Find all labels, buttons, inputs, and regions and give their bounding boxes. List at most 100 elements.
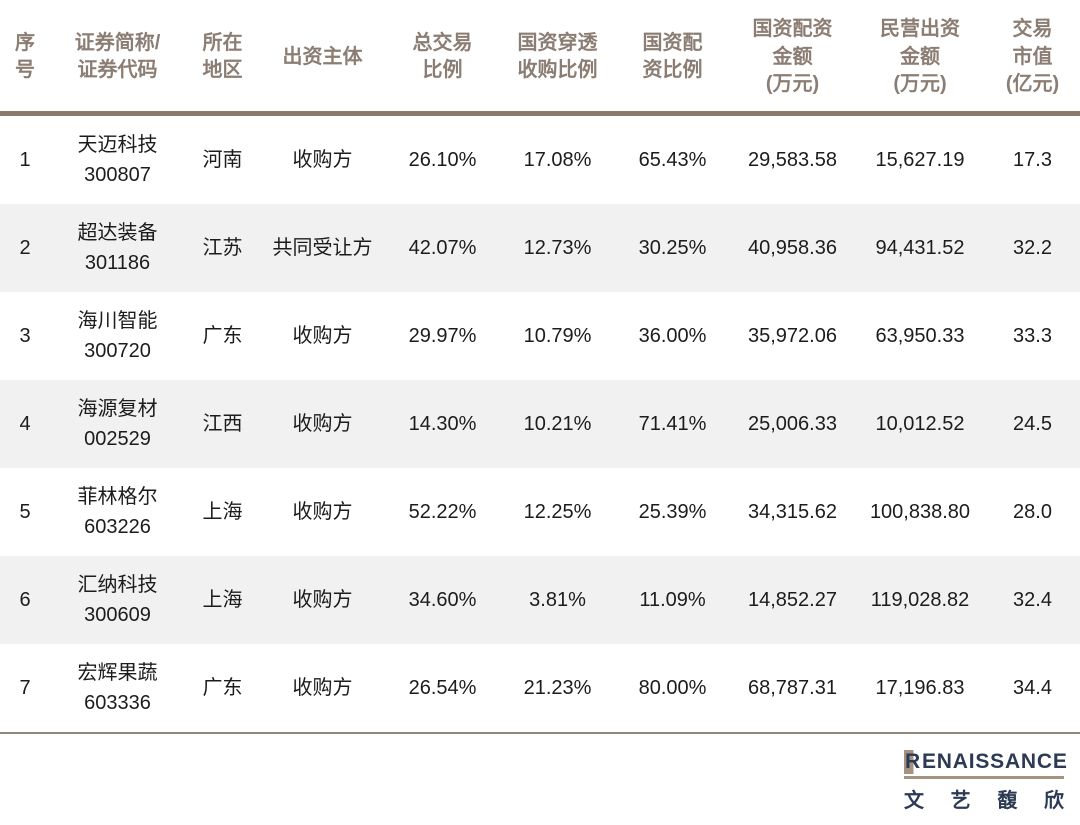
- logo-cn-char: 文: [904, 789, 924, 812]
- cell-allocation-amount: 14,852.27: [748, 588, 837, 611]
- cell-security: 菲林格尔 603226: [50, 468, 185, 556]
- cell-market-value: 24.5: [1013, 412, 1052, 435]
- cell-penetration-ratio: 21.23%: [523, 676, 592, 699]
- security-code: 301186: [84, 251, 151, 274]
- cell-entity: 收购方: [292, 588, 353, 611]
- cell-allocation-ratio: 65.43%: [638, 148, 707, 171]
- cell-seq: 1: [19, 148, 31, 171]
- table-row: 3 海川智能 300720 广东 收购方 29.97% 10.79% 36.00…: [0, 292, 1080, 380]
- cell-allocation-amount: 35,972.06: [748, 324, 837, 347]
- state-capital-deals-table: 序 号 证券简称/ 证券代码 所在 地区 出资主体 总交易 比例 国资穿透 收购…: [0, 0, 1080, 733]
- cell-penetration-ratio: 3.81%: [529, 588, 586, 611]
- cell-allocation-amount: 25,006.33: [748, 412, 837, 435]
- cell-allocation-amount: 40,958.36: [748, 236, 837, 259]
- cell-total-ratio: 26.10%: [408, 148, 477, 171]
- cell-private-amount: 15,627.19: [875, 148, 965, 171]
- cell-total-ratio: 52.22%: [408, 500, 477, 523]
- cell-region: 广东: [202, 676, 243, 699]
- table-header: 序 号 证券简称/ 证券代码 所在 地区 出资主体 总交易 比例 国资穿透 收购…: [0, 0, 1080, 114]
- logo-r-mark: R: [904, 749, 922, 774]
- cell-private-amount: 63,950.33: [875, 324, 965, 347]
- cell-security: 天迈科技 300807: [50, 113, 185, 204]
- logo-underline: [904, 775, 1064, 779]
- cell-entity: 收购方: [292, 676, 353, 699]
- security-name: 菲林格尔: [77, 485, 158, 508]
- cell-market-value: 28.0: [1013, 500, 1052, 523]
- security-name: 超达装备: [77, 221, 158, 244]
- cell-penetration-ratio: 10.21%: [523, 412, 592, 435]
- security-code: 002529: [84, 427, 151, 450]
- cell-allocation-ratio: 80.00%: [638, 676, 707, 699]
- logo-wordmark-rest: ENAISSANCE: [921, 749, 1068, 773]
- cell-market-value: 32.4: [1013, 588, 1052, 611]
- table-row: 2 超达装备 301186 江苏 共同受让方 42.07% 12.73% 30.…: [0, 203, 1080, 292]
- cell-region: 河南: [202, 148, 243, 171]
- cell-allocation-ratio: 11.09%: [639, 588, 706, 611]
- cell-entity: 收购方: [292, 324, 353, 347]
- cell-total-ratio: 42.07%: [408, 236, 477, 259]
- cell-region: 广东: [202, 324, 243, 347]
- cell-security: 海川智能 300720: [50, 292, 185, 380]
- security-code: 603336: [84, 691, 151, 714]
- cell-private-amount: 94,431.52: [875, 236, 965, 259]
- cell-market-value: 33.3: [1013, 324, 1052, 347]
- cell-private-amount: 100,838.80: [869, 500, 971, 523]
- cell-entity: 共同受让方: [272, 236, 373, 259]
- logo-chinese-name: 文 艺 馥 欣: [904, 784, 1064, 813]
- cell-market-value: 17.3: [1013, 148, 1052, 171]
- cell-penetration-ratio: 12.25%: [523, 500, 592, 523]
- security-name: 天迈科技: [77, 133, 158, 156]
- col-header-entity: 出资主体: [282, 45, 363, 68]
- logo-wordmark: RENAISSANCE: [904, 749, 1067, 774]
- table-row: 4 海源复材 002529 江西 收购方 14.30% 10.21% 71.41…: [0, 379, 1080, 468]
- cell-penetration-ratio: 10.79%: [523, 324, 592, 347]
- cell-entity: 收购方: [292, 500, 353, 523]
- cell-allocation-ratio: 36.00%: [638, 324, 707, 347]
- security-code: 300609: [84, 603, 151, 626]
- cell-region: 上海: [202, 500, 243, 523]
- col-header-penetration-ratio: 国资穿透 收购比例: [517, 31, 598, 82]
- cell-entity: 收购方: [292, 148, 353, 171]
- logo-cn-char: 欣: [1043, 789, 1064, 812]
- security-name: 海源复材: [77, 397, 158, 420]
- security-code: 603226: [84, 515, 151, 538]
- cell-total-ratio: 34.60%: [408, 588, 477, 611]
- col-header-region: 所在 地区: [202, 31, 243, 82]
- logo-cn-char: 馥: [997, 789, 1018, 812]
- cell-total-ratio: 29.97%: [408, 324, 477, 347]
- col-header-total-ratio: 总交易 比例: [412, 31, 473, 82]
- cell-region: 江西: [202, 412, 243, 435]
- cell-allocation-amount: 34,315.62: [748, 500, 837, 523]
- cell-total-ratio: 26.54%: [408, 676, 477, 699]
- table-row: 6 汇纳科技 300609 上海 收购方 34.60% 3.81% 11.09%…: [0, 555, 1080, 644]
- cell-private-amount: 17,196.83: [875, 676, 965, 699]
- col-header-allocation-amount: 国资配资 金额 (万元): [752, 18, 833, 96]
- cell-market-value: 34.4: [1013, 676, 1052, 699]
- cell-seq: 6: [19, 588, 31, 611]
- cell-penetration-ratio: 17.08%: [523, 148, 592, 171]
- renaissance-logo: RENAISSANCE 文 艺 馥 欣: [904, 749, 1067, 813]
- cell-security: 宏辉果蔬 603336: [50, 644, 185, 733]
- table-row: 1 天迈科技 300807 河南 收购方 26.10% 17.08% 65.43…: [0, 113, 1080, 204]
- col-header-seq: 序 号: [15, 31, 35, 82]
- cell-penetration-ratio: 12.73%: [523, 236, 592, 259]
- cell-allocation-ratio: 71.41%: [638, 412, 707, 435]
- cell-security: 超达装备 301186: [50, 204, 185, 292]
- cell-allocation-ratio: 25.39%: [638, 500, 707, 523]
- cell-allocation-amount: 29,583.58: [748, 148, 837, 171]
- cell-private-amount: 119,028.82: [870, 588, 970, 611]
- cell-entity: 收购方: [292, 412, 353, 435]
- cell-allocation-amount: 68,787.31: [748, 676, 837, 699]
- table-row: 5 菲林格尔 603226 上海 收购方 52.22% 12.25% 25.39…: [0, 468, 1080, 556]
- cell-seq: 4: [19, 412, 31, 435]
- cell-seq: 3: [19, 324, 31, 347]
- security-code: 300807: [84, 163, 151, 186]
- col-header-market-value: 交易 市值 (亿元): [1005, 18, 1060, 96]
- security-name: 汇纳科技: [77, 573, 158, 596]
- security-name: 宏辉果蔬: [77, 661, 158, 684]
- col-header-allocation-ratio: 国资配 资比例: [642, 31, 703, 82]
- cell-allocation-ratio: 30.25%: [638, 236, 707, 259]
- table-row: 7 宏辉果蔬 603336 广东 收购方 26.54% 21.23% 80.00…: [0, 644, 1080, 733]
- col-header-private-amount: 民营出资 金额 (万元): [880, 18, 960, 96]
- cell-security: 汇纳科技 300609: [50, 556, 185, 644]
